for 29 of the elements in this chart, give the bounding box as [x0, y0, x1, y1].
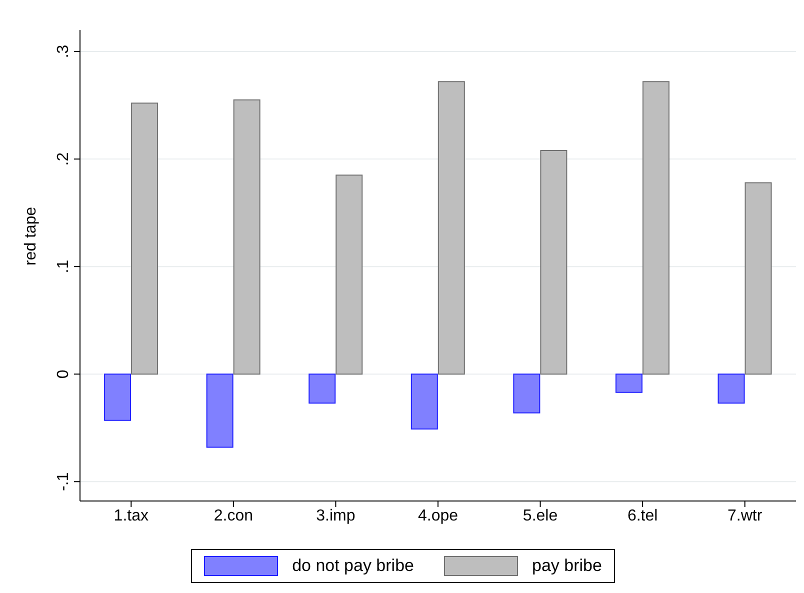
- x-tick-label: 4.ope: [418, 507, 458, 524]
- x-tick-label: 7.wtr: [728, 507, 763, 524]
- bar: [513, 374, 540, 414]
- x-tick-label: 5.ele: [522, 507, 558, 524]
- bar: [744, 182, 772, 375]
- bar: [718, 374, 745, 404]
- y-tick-label: .2: [55, 152, 72, 166]
- bar: [642, 81, 670, 375]
- x-tick-label: 2.con: [214, 507, 253, 524]
- bar: [104, 374, 132, 421]
- y-tick-label: .1: [55, 260, 72, 274]
- x-tick-label: 6.tel: [627, 507, 658, 524]
- bar: [540, 150, 568, 375]
- y-tick-label: .3: [55, 44, 72, 58]
- bar: [206, 374, 234, 448]
- legend-label: do not pay bribe: [292, 556, 414, 576]
- bar: [336, 174, 363, 375]
- bar: [131, 102, 158, 375]
- bar: [615, 374, 642, 393]
- y-tick-label: 0: [55, 370, 72, 379]
- y-tick-label: -.1: [55, 472, 72, 491]
- legend-label: pay bribe: [532, 556, 602, 576]
- bar: [410, 374, 438, 430]
- bar: [438, 81, 465, 375]
- bar: [233, 99, 260, 375]
- x-tick-label: 1.tax: [114, 507, 148, 524]
- y-axis-title: red tape: [22, 206, 40, 266]
- bar: [308, 374, 336, 404]
- x-tick-label: 3.imp: [316, 507, 356, 524]
